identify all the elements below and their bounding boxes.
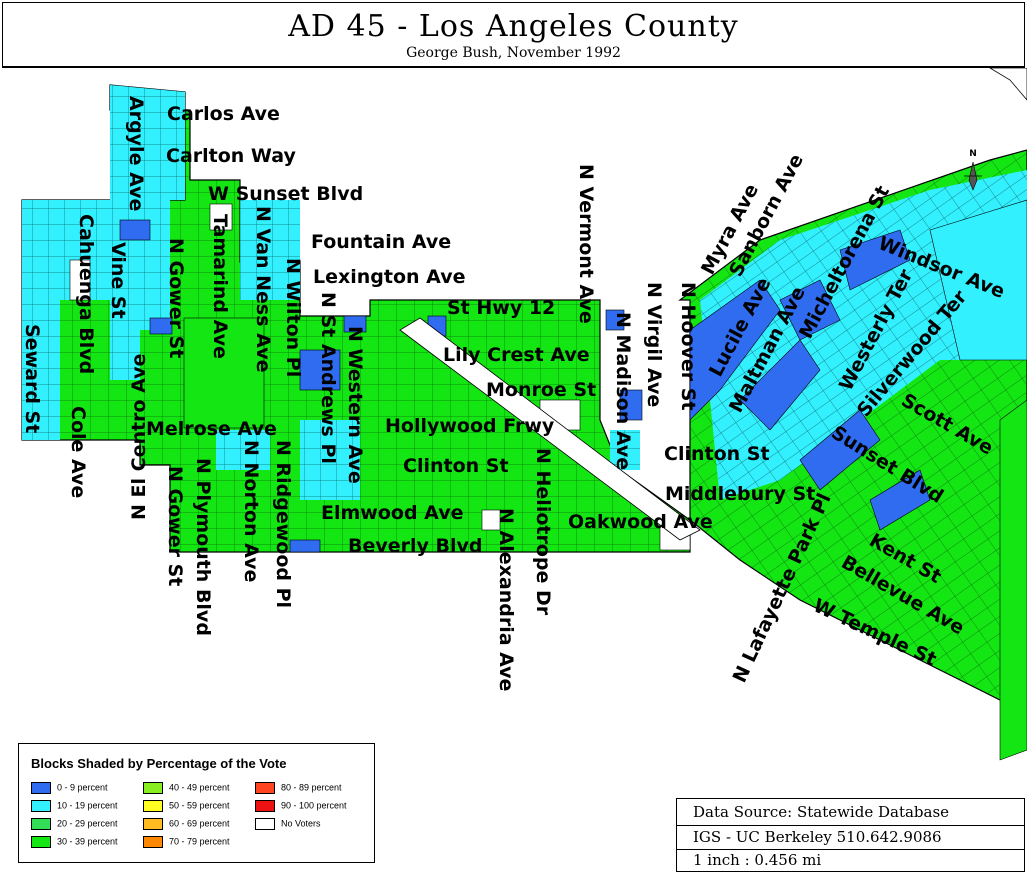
map-subtitle: George Bush, November 1992 xyxy=(406,45,621,61)
district-blocks-east xyxy=(678,68,1027,761)
legend-label: 60 - 69 percent xyxy=(169,818,230,829)
legend-item: 60 - 69 percent xyxy=(143,818,230,832)
legend-label: 40 - 49 percent xyxy=(169,782,230,793)
map-canvas: N Carlos Ave Carlton Way W Sunset Blvd F… xyxy=(21,68,1027,761)
legend-swatch xyxy=(31,800,51,812)
street-label: Tamarind Ave xyxy=(209,214,231,359)
legend-swatch xyxy=(143,800,163,812)
street-label: N Virgil Ave xyxy=(643,282,665,407)
legend-swatch xyxy=(143,836,163,848)
street-label: St Hwy 12 xyxy=(447,297,555,319)
legend-label: 50 - 59 percent xyxy=(169,800,230,811)
street-label: Argyle Ave xyxy=(125,96,147,211)
street-label: N Norton Ave xyxy=(240,440,262,582)
street-label: Melrose Ave xyxy=(146,418,277,440)
legend-item: 20 - 29 percent xyxy=(31,818,118,832)
street-label: W Sunset Blvd xyxy=(208,183,363,205)
street-label: Clinton St xyxy=(664,443,770,465)
legend-label: 20 - 29 percent xyxy=(57,818,118,829)
north-arrow-icon: N xyxy=(964,149,982,191)
source-divider xyxy=(677,849,1024,850)
legend-item: 30 - 39 percent xyxy=(31,836,118,850)
street-label: Seward St xyxy=(21,324,43,433)
legend-item: 40 - 49 percent xyxy=(143,782,230,796)
legend-item: 70 - 79 percent xyxy=(143,836,230,850)
street-label: Hollywood Frwy xyxy=(385,415,555,437)
legend-label: 30 - 39 percent xyxy=(57,836,118,847)
street-label: Beverly Blvd xyxy=(348,535,483,557)
legend-label: 0 - 9 percent xyxy=(57,782,108,793)
map-title: AD 45 - Los Angeles County xyxy=(288,9,739,44)
legend-item: 10 - 19 percent xyxy=(31,800,118,814)
source-divider xyxy=(677,825,1024,826)
legend-item: 90 - 100 percent xyxy=(255,800,347,814)
legend-swatch xyxy=(255,782,275,794)
legend-label: 70 - 79 percent xyxy=(169,836,230,847)
title-box: AD 45 - Los Angeles County George Bush, … xyxy=(2,2,1025,68)
street-label: Middlebury St xyxy=(665,483,815,505)
district-blocks-west xyxy=(21,84,701,553)
legend-item: 50 - 59 percent xyxy=(143,800,230,814)
source-line: Data Source: Statewide Database xyxy=(693,803,950,821)
street-label: Lily Crest Ave xyxy=(443,344,590,366)
legend-swatch xyxy=(31,836,51,848)
street-label: Cahuenga Blvd xyxy=(75,214,97,374)
street-label: N Madison Ave xyxy=(612,312,634,470)
street-label: N Plymouth Blvd xyxy=(192,458,214,636)
legend-swatch xyxy=(143,818,163,830)
legend-label: 80 - 89 percent xyxy=(281,782,342,793)
north-label: N xyxy=(969,149,977,159)
legend-label: 90 - 100 percent xyxy=(281,800,347,811)
street-label: Elmwood Ave xyxy=(321,502,463,524)
legend-label: No Voters xyxy=(281,818,321,829)
legend-swatch xyxy=(31,818,51,830)
street-label: Clinton St xyxy=(403,455,509,477)
legend-item: 80 - 89 percent xyxy=(255,782,342,796)
street-label: N Heliotrope Dr xyxy=(532,448,554,616)
legend-label: 10 - 19 percent xyxy=(57,800,118,811)
street-label: Carlos Ave xyxy=(167,103,280,125)
legend-swatch xyxy=(255,800,275,812)
street-label: N Alexandria Ave xyxy=(495,508,517,691)
legend-swatch xyxy=(31,782,51,794)
source-line: IGS - UC Berkeley 510.642.9086 xyxy=(693,828,942,846)
legend-swatch xyxy=(143,782,163,794)
street-label: N Gower St xyxy=(165,238,187,358)
street-label: N Hoover St xyxy=(677,282,699,411)
street-label: N St Andrews Pl xyxy=(317,292,339,464)
street-label: N Wilton Pl xyxy=(282,258,304,377)
legend-item: No Voters xyxy=(255,818,321,832)
street-label: N Gower St xyxy=(164,466,186,586)
street-label: N Vermont Ave xyxy=(575,164,597,324)
street-label: N Ridgewood Pl xyxy=(272,440,294,608)
data-source-box: Data Source: Statewide Database IGS - UC… xyxy=(676,798,1025,872)
street-label: Cole Ave xyxy=(67,406,89,498)
street-label: Oakwood Ave xyxy=(568,511,713,533)
legend-box: Blocks Shaded by Percentage of the Vote … xyxy=(18,743,375,863)
legend-title: Blocks Shaded by Percentage of the Vote xyxy=(31,756,287,771)
street-label: N Western Ave xyxy=(344,326,366,484)
street-label: Carlton Way xyxy=(166,145,296,167)
street-label: N Van Ness Ave xyxy=(252,206,274,372)
legend-swatch xyxy=(255,818,275,830)
scale-line: 1 inch : 0.456 mi xyxy=(693,851,822,869)
legend-item: 0 - 9 percent xyxy=(31,782,108,796)
street-label: Lexington Ave xyxy=(313,266,465,288)
street-label: N El Centro Ave xyxy=(128,354,150,520)
street-label: Fountain Ave xyxy=(311,231,451,253)
street-label: Monroe St xyxy=(486,379,596,401)
street-label: Vine St xyxy=(107,242,129,319)
